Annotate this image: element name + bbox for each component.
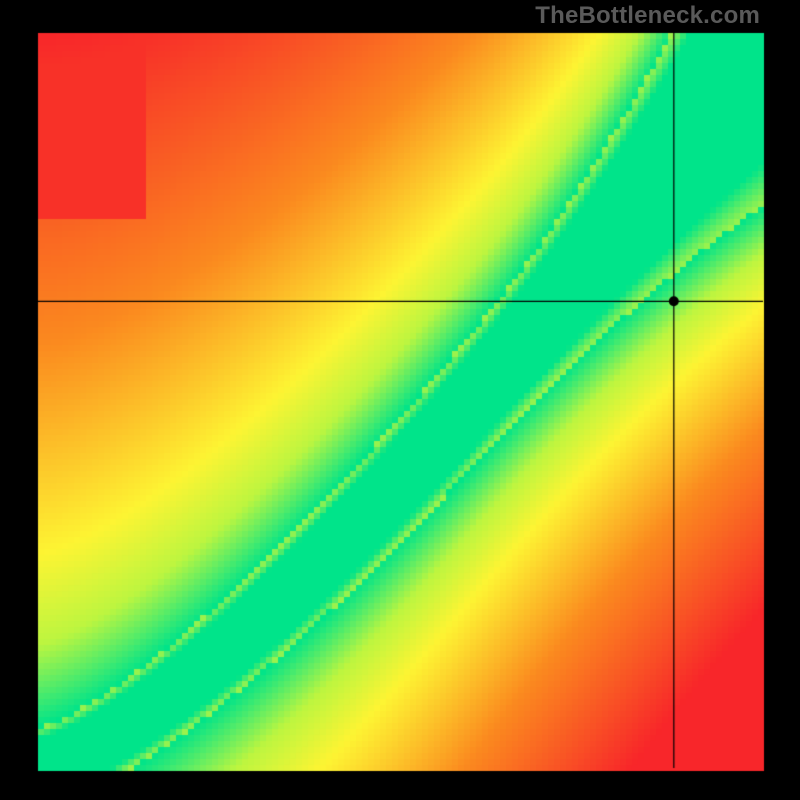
- bottleneck-heatmap: [0, 0, 800, 800]
- watermark-text: TheBottleneck.com: [535, 2, 760, 30]
- chart-container: TheBottleneck.com: [0, 0, 800, 800]
